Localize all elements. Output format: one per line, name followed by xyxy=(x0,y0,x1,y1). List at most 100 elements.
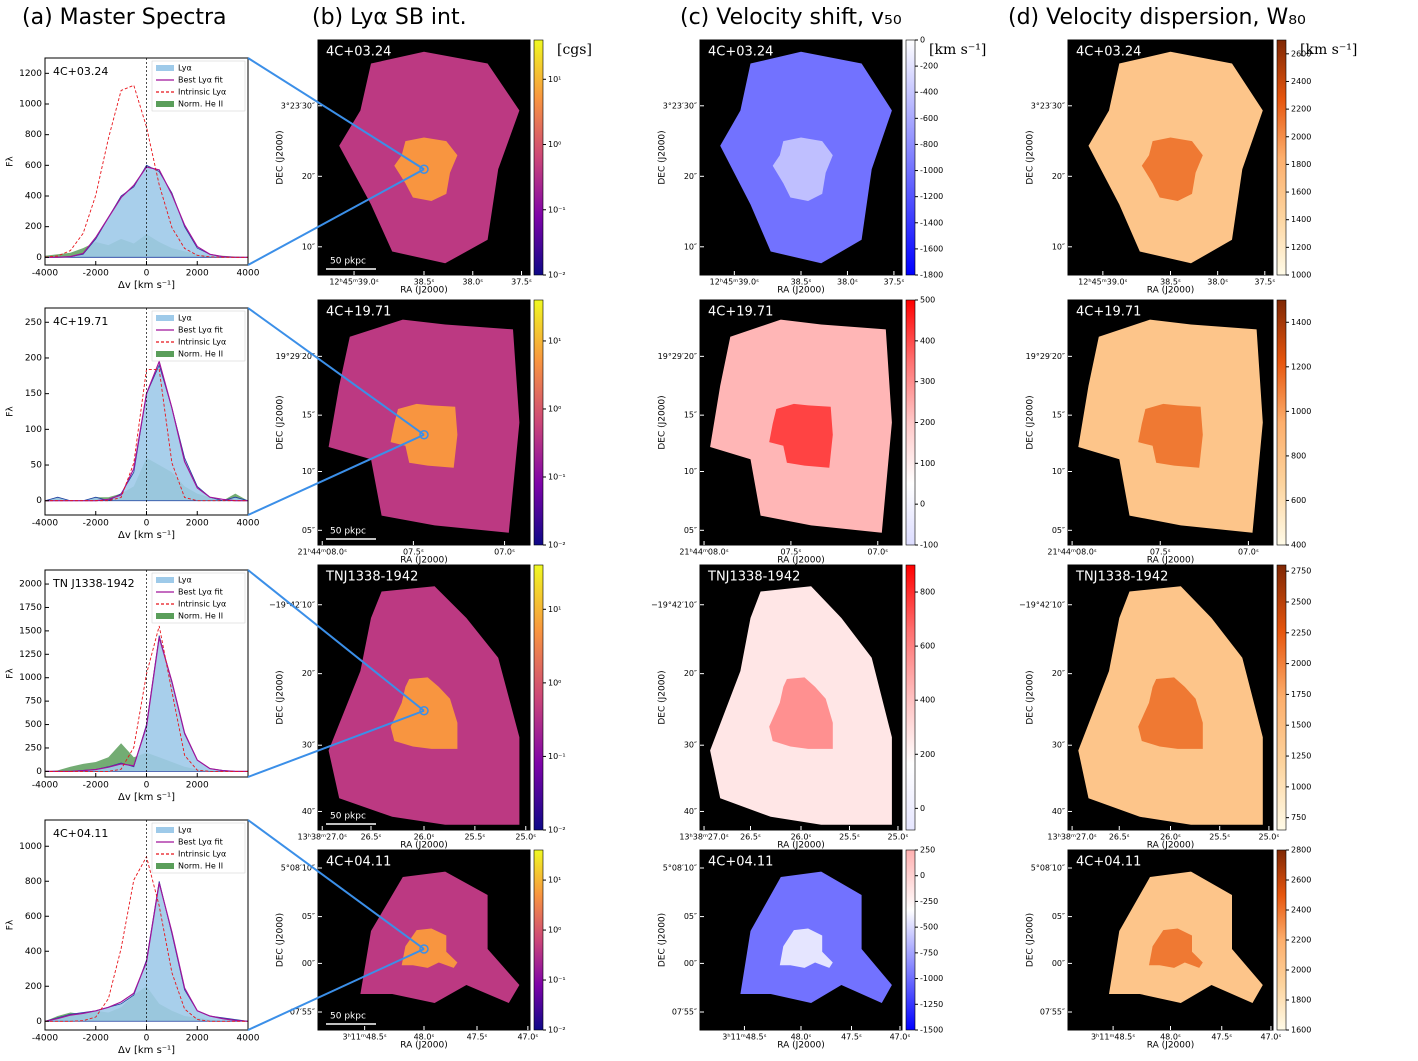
y-tick-label: 0 xyxy=(36,496,42,506)
x-axis-label: RA (J2000) xyxy=(400,841,448,851)
x-tick-label: 47.5ˢ xyxy=(841,1033,862,1042)
spectrum-title: TN J1338-1942 xyxy=(52,577,135,590)
x-tick-label: 4000 xyxy=(237,1034,260,1044)
y-tick-label: 600 xyxy=(25,912,42,922)
x-tick-label: 25.5ˢ xyxy=(839,833,860,842)
x-axis-label: Δv [km s⁻¹] xyxy=(118,792,175,803)
y-tick-label: 150 xyxy=(25,389,42,399)
legend-swatch xyxy=(156,101,174,107)
x-axis-label: RA (J2000) xyxy=(400,556,448,566)
y-tick-label: 20″ xyxy=(684,669,697,678)
colorbar-tick-label: 2000 xyxy=(1291,659,1311,668)
x-tick-label: 38.0ˢ xyxy=(462,278,483,287)
colorbar-tick-label: 500 xyxy=(920,296,935,305)
scale-bar-label: 50 pkpc xyxy=(330,257,366,267)
colorbar-tick-label: -1200 xyxy=(920,192,943,201)
colorbar-tick-label: 2500 xyxy=(1291,597,1311,606)
colorbar xyxy=(906,300,915,545)
colorbar-tick-label: -400 xyxy=(920,88,938,97)
colorbar-tick-label: 0 xyxy=(920,36,925,45)
y-tick-label: 3°23′30″ xyxy=(1031,101,1065,110)
colorbar-tick-label: 400 xyxy=(920,696,935,705)
x-tick-label: -4000 xyxy=(32,781,58,791)
y-tick-label: 750 xyxy=(25,697,42,707)
x-axis-label: RA (J2000) xyxy=(1147,556,1195,566)
x-tick-label: 25.0ˢ xyxy=(1259,833,1280,842)
y-tick-label: 1250 xyxy=(19,650,42,660)
colorbar-tick-label: 1400 xyxy=(1291,215,1311,224)
legend-swatch xyxy=(156,863,174,869)
colorbar-tick-label: -1600 xyxy=(920,244,943,253)
legend-label: Intrinsic Lyα xyxy=(178,338,226,347)
y-axis-label: DEC (J2000) xyxy=(276,670,286,724)
y-tick-label: −19°42′10″ xyxy=(651,600,697,609)
colorbar-tick-label: 1600 xyxy=(1291,188,1311,197)
colorbar-tick-label: -200 xyxy=(920,62,938,71)
x-tick-label: 21ʰ44ᵐ08.0ˢ xyxy=(1047,548,1096,557)
colorbar xyxy=(1277,40,1286,275)
map-name: 4C+03.24 xyxy=(326,45,391,60)
map-name: TNJ1338-1942 xyxy=(707,570,800,585)
x-tick-label: 37.5ˢ xyxy=(511,278,532,287)
x-tick-label: 07.0ˢ xyxy=(494,548,515,557)
colorbar-tick-label: 2400 xyxy=(1291,906,1311,915)
y-axis-label: DEC (J2000) xyxy=(658,670,668,724)
map-name: 4C+04.11 xyxy=(708,855,773,870)
y-tick-label: 20″ xyxy=(684,172,697,181)
legend-swatch xyxy=(156,577,174,583)
map-name: TNJ1338-1942 xyxy=(1075,570,1168,585)
x-tick-label: 21ʰ44ᵐ08.0ˢ xyxy=(679,548,728,557)
colorbar-tick-label: 750 xyxy=(1291,813,1306,822)
colorbar-tick-label: 2750 xyxy=(1291,567,1311,576)
colorbar-tick-label: 800 xyxy=(1291,451,1306,460)
x-tick-label: 2000 xyxy=(186,781,209,791)
y-tick-label: 40″ xyxy=(684,807,697,816)
colorbar-tick-label: 0 xyxy=(920,500,925,509)
y-axis-label: DEC (J2000) xyxy=(658,130,668,184)
colorbar xyxy=(1277,565,1286,830)
y-tick-label: 800 xyxy=(25,877,42,887)
colorbar-tick-label: 10¹ xyxy=(548,75,561,84)
colorbar-tick-label: 10⁻¹ xyxy=(548,205,566,214)
x-axis-label: RA (J2000) xyxy=(1147,841,1195,851)
y-tick-label: 05″ xyxy=(302,526,315,535)
colorbar-tick-label: 2400 xyxy=(1291,77,1311,86)
y-axis-label: DEC (J2000) xyxy=(1026,395,1036,449)
spectrum-title: 4C+04.11 xyxy=(53,827,108,840)
x-axis-label: RA (J2000) xyxy=(777,286,825,296)
colorbar-tick-label: 0 xyxy=(920,871,925,880)
colorbar-tick-label: 10¹ xyxy=(548,336,561,345)
x-tick-label: 0 xyxy=(144,781,150,791)
colorbar-tick-label: 1000 xyxy=(1291,271,1311,280)
y-tick-label: 5°08′10″ xyxy=(663,864,697,873)
y-axis-label: Fλ xyxy=(6,919,16,930)
x-axis-label: RA (J2000) xyxy=(777,841,825,851)
colorbar-tick-label: 2600 xyxy=(1291,876,1311,885)
x-tick-label: 37.5ˢ xyxy=(1254,278,1275,287)
colorbar-tick-label: 100 xyxy=(920,459,935,468)
colorbar xyxy=(534,40,543,275)
spectrum-title: 4C+19.71 xyxy=(53,315,108,328)
scale-bar-label: 50 pkpc xyxy=(330,812,366,822)
y-tick-label: 800 xyxy=(25,130,42,140)
y-tick-label: 19°29′20″ xyxy=(658,352,697,361)
legend-label: Lyα xyxy=(178,314,192,323)
y-tick-label: 3°23′30″ xyxy=(663,101,697,110)
y-tick-label: 250 xyxy=(25,318,42,328)
y-tick-label: 1500 xyxy=(19,626,42,636)
colorbar-tick-label: 10⁻¹ xyxy=(548,472,566,481)
y-tick-label: 00″ xyxy=(302,959,315,968)
x-tick-label: 4000 xyxy=(237,269,260,279)
colorbar-tick-label: 10⁰ xyxy=(548,926,561,935)
colorbar-tick-label: 1200 xyxy=(1291,362,1311,371)
legend-swatch xyxy=(156,827,174,833)
colorbar-tick-label: 10⁻² xyxy=(548,826,566,835)
colorbar-tick-label: 1750 xyxy=(1291,690,1311,699)
x-axis-label: RA (J2000) xyxy=(777,556,825,566)
x-axis-label: RA (J2000) xyxy=(1147,1041,1195,1051)
colorbar-tick-label: 1800 xyxy=(1291,996,1311,1005)
x-tick-label: 26.5ˢ xyxy=(1109,833,1130,842)
y-axis-label: DEC (J2000) xyxy=(658,395,668,449)
x-axis-label: Δv [km s⁻¹] xyxy=(118,1045,175,1056)
x-tick-label: 3ʰ11ᵐ48.5ˢ xyxy=(722,1033,766,1042)
